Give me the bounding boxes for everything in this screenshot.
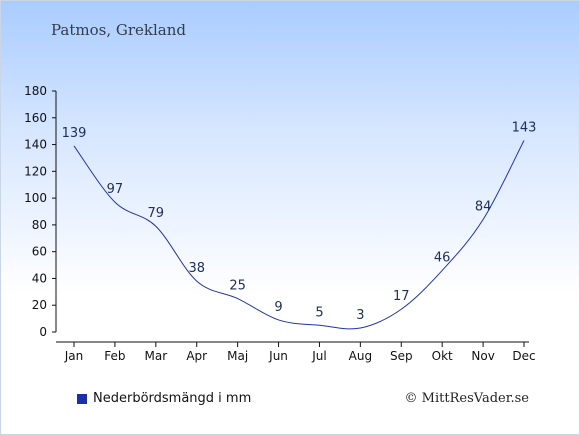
y-tick-label: 120 [24,164,47,178]
chart-title: Patmos, Grekland [51,21,186,39]
x-tick-label: Dec [512,349,535,363]
legend-swatch [77,393,87,404]
y-tick-label: 40 [32,271,47,285]
data-label: 97 [107,182,124,197]
data-label: 5 [315,305,323,320]
y-tick-label: 140 [24,138,47,152]
x-tick-label: Nov [471,349,494,363]
data-label: 3 [356,308,364,323]
data-label: 38 [188,261,205,276]
x-tick-label: Apr [186,349,207,363]
data-label: 84 [475,200,492,215]
data-label: 139 [62,126,87,141]
x-tick-label: Maj [227,349,248,363]
y-tick-label: 80 [32,218,47,232]
data-label: 9 [274,300,282,315]
data-label: 79 [148,206,165,221]
data-label: 46 [434,250,451,265]
x-tick-label: Jun [268,349,288,363]
data-label: 143 [512,121,537,136]
x-tick-label: Aug [349,349,372,363]
x-tick-label: Sep [390,349,413,363]
precipitation-line [73,140,525,330]
x-tick-label: Jul [311,349,326,363]
y-tick-label: 160 [24,111,47,125]
legend: Nederbördsmängd i mm [77,391,251,406]
credit-text: © MittResVader.se [404,391,529,406]
x-tick-label: Mar [144,349,167,363]
tick-labels: 0 20 40 60 80 100 120 140 160 180 Jan Feb Mar Apr Maj J… [24,84,536,363]
y-tick-label: 180 [24,84,47,98]
y-tick-label: 20 [32,298,47,312]
x-tick-label: Feb [104,349,125,363]
axes [52,90,529,347]
data-label: 17 [393,289,410,304]
x-tick-label: Jan [64,349,84,363]
y-tick-label: 0 [39,325,47,339]
y-tick-label: 60 [32,245,47,259]
x-tick-label: Okt [432,349,453,363]
legend-label: Nederbördsmängd i mm [93,391,252,406]
data-labels: 139 97 79 38 25 9 5 3 17 46 84 143 [62,121,537,323]
data-label: 25 [229,279,246,294]
y-tick-label: 100 [24,191,47,205]
